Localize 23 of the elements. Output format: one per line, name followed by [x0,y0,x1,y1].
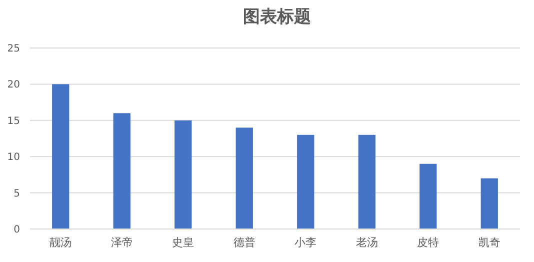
y-tick-label: 0 [14,224,20,236]
y-tick-label: 20 [7,80,20,91]
y-tick-label: 25 [7,44,20,54]
x-tick-label: 泽帝 [110,236,133,249]
x-tick-label: 靓汤 [50,236,72,249]
x-tick-label: 老汤 [356,236,378,249]
bar [113,113,130,229]
y-tick-label: 15 [7,116,20,127]
chart-title: 图表标题 [243,7,311,27]
bar [52,84,70,229]
y-tick-label: 10 [7,152,20,164]
bar [480,178,498,229]
bar [174,120,192,229]
bar [358,134,376,229]
y-tick-label: 5 [14,188,20,200]
x-tick-label: 小李 [294,236,317,249]
bar [236,128,253,229]
x-tick-label: 皮特 [417,236,440,249]
x-tick-label: 史皇 [172,236,194,249]
bar [297,134,314,229]
x-tick-label: 德普 [233,236,256,249]
x-tick-label: 凯奇 [478,236,500,249]
bar [420,164,437,229]
